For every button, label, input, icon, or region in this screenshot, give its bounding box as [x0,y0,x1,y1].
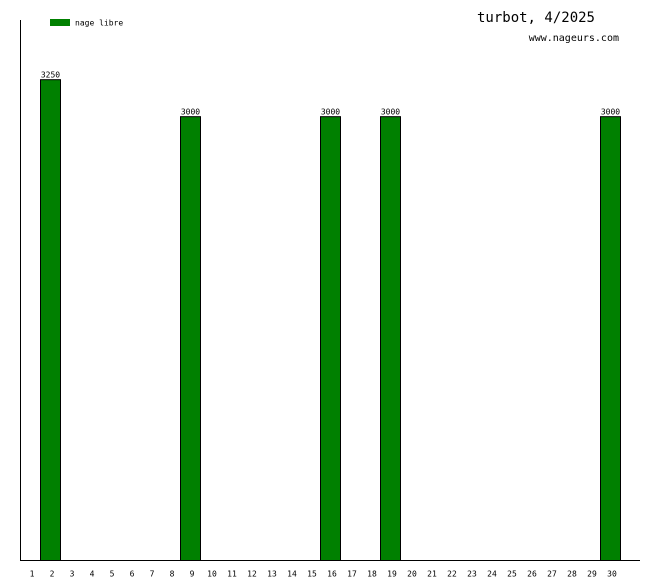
x-tick-label: 29 [587,570,597,579]
x-tick-label: 5 [110,570,115,579]
x-tick-label: 17 [347,570,357,579]
x-tick-label: 3 [70,570,75,579]
data-label: 3250 [41,71,60,80]
x-tick-label: 6 [130,570,135,579]
data-label: 3000 [381,108,400,117]
x-tick-label: 21 [427,570,437,579]
x-tick-label: 26 [527,570,537,579]
data-label: 3000 [181,108,200,117]
x-tick-label: 20 [407,570,417,579]
x-tick-label: 22 [447,570,457,579]
x-tick-label: 4 [90,570,95,579]
x-tick-label: 12 [247,570,257,579]
x-tick-label: 30 [607,570,617,579]
x-tick-label: 24 [487,570,497,579]
x-tick-label: 2 [50,570,55,579]
x-tick-label: 8 [170,570,175,579]
bar [380,116,401,561]
x-tick-label: 23 [467,570,477,579]
chart-subtitle: www.nageurs.com [529,33,619,44]
x-tick-label: 25 [507,570,517,579]
x-tick-label: 14 [287,570,297,579]
bar [320,116,341,561]
x-tick-label: 13 [267,570,277,579]
x-tick-label: 28 [567,570,577,579]
chart-title: turbot, 4/2025 [477,10,595,26]
legend-label: nage libre [75,19,123,28]
data-label: 3000 [321,108,340,117]
bar [40,79,61,562]
bar [180,116,201,561]
x-tick-label: 27 [547,570,557,579]
x-tick-label: 15 [307,570,317,579]
legend-swatch [50,19,70,26]
x-tick-label: 11 [227,570,237,579]
x-tick-label: 16 [327,570,337,579]
x-tick-label: 1 [30,570,35,579]
x-tick-label: 7 [150,570,155,579]
x-tick-label: 18 [367,570,377,579]
x-tick-label: 19 [387,570,397,579]
data-label: 3000 [601,108,620,117]
x-tick-label: 10 [207,570,217,579]
x-tick-label: 9 [190,570,195,579]
bar [600,116,621,561]
